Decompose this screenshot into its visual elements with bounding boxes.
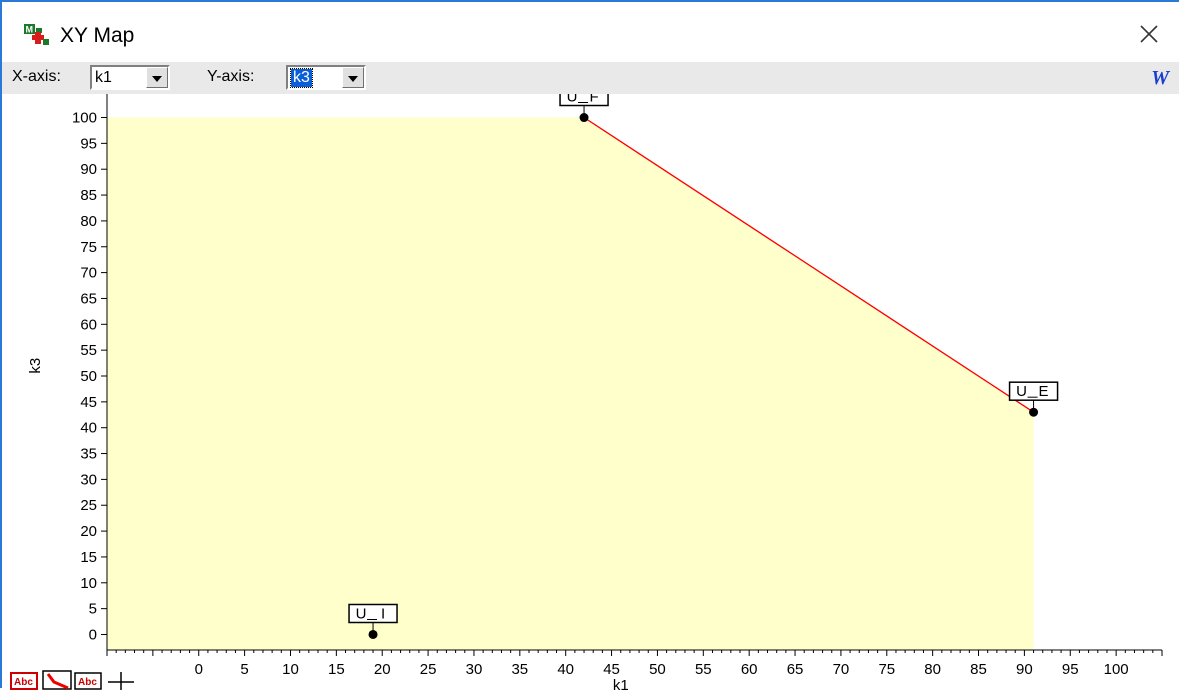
y-tick-label: 60: [80, 316, 97, 333]
y-tick-label: 85: [80, 187, 97, 204]
point-label-text: U: [567, 94, 578, 106]
w-icon[interactable]: W: [1151, 67, 1169, 89]
x-tick-label: 45: [603, 661, 620, 678]
data-point[interactable]: [1029, 407, 1039, 417]
line-tool-icon[interactable]: [42, 670, 72, 690]
x-tick-label: 5: [240, 661, 248, 678]
x-tick-label: 90: [1016, 661, 1033, 678]
xy-map-app-icon: M: [24, 24, 49, 45]
y-tick-label: 75: [80, 239, 97, 256]
x-tick-label: 55: [695, 661, 712, 678]
x-tick-label: 35: [511, 661, 528, 678]
chevron-down-icon: [348, 76, 358, 82]
x-axis-value: k1: [95, 69, 112, 86]
x-tick-label: 10: [282, 661, 299, 678]
x-tick-label: 60: [741, 661, 758, 678]
x-tick-label: 20: [374, 661, 391, 678]
label-tool-icon[interactable]: Abc: [10, 670, 40, 690]
x-axis-dropdown-button[interactable]: [146, 67, 168, 88]
x-tick-label: 70: [833, 661, 850, 678]
y-tick-label: 50: [80, 368, 97, 385]
xy-plot-area: 0 5 10 15 20 25 30 35 40 45 50 55 60 65 70 75 80 85 90 95 10…: [2, 86, 1179, 694]
svg-text:Abc: Abc: [14, 677, 33, 688]
y-axis-label: Y-axis:: [207, 68, 255, 85]
axis-toolbar: X-axis: k1 Y-axis: k3 W: [2, 62, 1179, 95]
svg-text:M: M: [26, 25, 34, 35]
data-point[interactable]: [368, 629, 378, 639]
y-tick-label: 20: [80, 523, 97, 540]
chevron-down-icon: [152, 76, 162, 82]
x-tick-label: 85: [970, 661, 987, 678]
y-tick-label: 55: [80, 342, 97, 359]
y-tick-label: 40: [80, 420, 97, 437]
y-axis-value: k3: [290, 68, 313, 88]
point-label-text: F: [589, 94, 598, 106]
y-tick-label: 10: [80, 575, 97, 592]
y-tick-label: 90: [80, 161, 97, 178]
x-tick-label: 75: [878, 661, 895, 678]
y-tick-label: 30: [80, 471, 97, 488]
y-tick-label: 0: [89, 626, 97, 643]
x-axis-title: k1: [613, 677, 629, 690]
constraint-line: [583, 116, 1034, 413]
svg-text:Abc: Abc: [78, 677, 97, 688]
x-tick-label: 30: [466, 661, 483, 678]
x-tick-label: 0: [195, 661, 203, 678]
y-tick-label: 80: [80, 213, 97, 230]
y-axis-dropdown-button[interactable]: [342, 67, 364, 88]
point-label-text: U: [356, 605, 367, 622]
title-bar: M XY Map: [2, 2, 1179, 56]
x-tick-label: 40: [557, 661, 574, 678]
y-tick-label: 45: [80, 394, 97, 411]
y-tick-label: 100: [72, 110, 97, 127]
point-label-box[interactable]: [1008, 381, 1059, 401]
y-tick-label: 65: [80, 290, 97, 307]
y-tick-label: 5: [89, 601, 97, 618]
y-axis-title: k3: [27, 358, 44, 374]
window-title: XY Map: [60, 24, 135, 47]
y-tick-label: 70: [80, 265, 97, 282]
point-label-text: U: [1016, 383, 1027, 400]
x-tick-label: 15: [328, 661, 345, 678]
x-tick-label: 25: [420, 661, 437, 678]
x-tick-label: 50: [649, 661, 666, 678]
y-tick-label: 35: [80, 446, 97, 463]
x-axis-label: X-axis:: [12, 68, 61, 85]
label-tool-icon[interactable]: Abc: [74, 670, 104, 690]
point-label-text: I: [381, 605, 385, 622]
point-label-text: E: [1039, 383, 1049, 400]
xy-chart[interactable]: 0510152025303540455055606570758085909510…: [2, 86, 1179, 694]
x-axis-select[interactable]: k1: [90, 65, 170, 90]
x-tick-label: 65: [787, 661, 804, 678]
close-icon[interactable]: [1137, 22, 1161, 46]
crosshair-icon[interactable]: [106, 670, 136, 690]
y-tick-label: 95: [80, 135, 97, 152]
x-tick-label: 95: [1062, 661, 1079, 678]
y-axis-select[interactable]: k3: [286, 65, 366, 90]
x-tick-label: 80: [924, 661, 941, 678]
data-point[interactable]: [579, 113, 589, 123]
x-tick-label: 100: [1104, 661, 1129, 678]
y-tick-label: 15: [80, 549, 97, 566]
y-tick-label: 25: [80, 497, 97, 514]
feasible-region: [107, 117, 1034, 651]
point-label-box[interactable]: [348, 603, 398, 624]
